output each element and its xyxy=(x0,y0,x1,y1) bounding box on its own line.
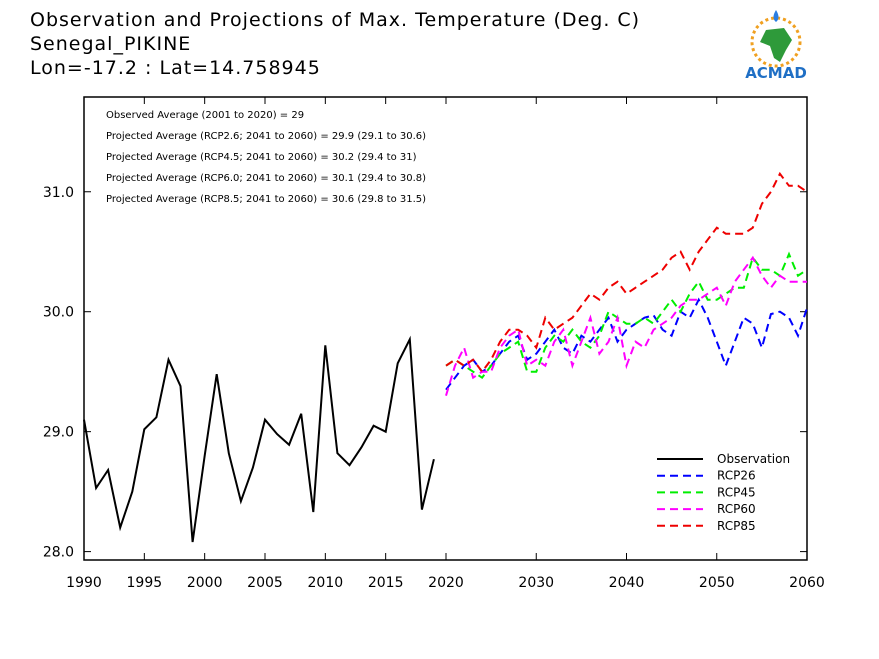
x-tick-label: 2060 xyxy=(789,575,825,591)
x-tick-label: 2000 xyxy=(187,575,223,591)
series-line xyxy=(445,251,808,380)
series-line xyxy=(445,171,808,374)
location: Lon=-17.2 : Lat=14.758945 xyxy=(30,57,321,79)
logo: ACMAD xyxy=(745,10,807,82)
x-tick-label: 2040 xyxy=(609,575,645,591)
logo-ring xyxy=(750,16,802,68)
annotation: Projected Average (RCP6.0; 2041 to 2060)… xyxy=(106,173,426,184)
legend-label: RCP45 xyxy=(717,485,756,499)
logo-drop xyxy=(773,10,779,22)
logo-africa xyxy=(760,28,792,62)
x-tick-label: 1990 xyxy=(66,575,102,591)
y-tick-label: 30.0 xyxy=(43,305,74,321)
chart-title: Observation and Projections of Max. Temp… xyxy=(30,9,640,31)
x-tick-label: 1995 xyxy=(127,575,163,591)
annotation: Projected Average (RCP2.6; 2041 to 2060)… xyxy=(106,131,426,142)
x-tick-label: 2005 xyxy=(247,575,283,591)
chart-subtitle: Senegal_PIKINE xyxy=(30,33,191,55)
legend-label: RCP26 xyxy=(717,469,756,483)
x-tick-label: 2020 xyxy=(428,575,464,591)
x-tick-label: 2015 xyxy=(368,575,404,591)
annotation: Projected Average (RCP8.5; 2041 to 2060)… xyxy=(106,194,426,205)
x-tick-label: 2010 xyxy=(308,575,344,591)
logo-text: ACMAD xyxy=(745,64,807,82)
annotation: Projected Average (RCP4.5; 2041 to 2060)… xyxy=(106,152,417,163)
plot-frame xyxy=(83,96,808,561)
legend-label: RCP60 xyxy=(717,502,756,516)
legend-label: Observation xyxy=(717,452,790,466)
annotation: Observed Average (2001 to 2020) = 29 xyxy=(106,110,304,121)
series-line xyxy=(83,335,435,543)
x-tick-label: 2030 xyxy=(518,575,554,591)
y-tick-label: 28.0 xyxy=(43,545,74,561)
legend-label: RCP85 xyxy=(717,519,756,533)
y-tick-label: 29.0 xyxy=(43,425,74,441)
y-tick-label: 31.0 xyxy=(43,185,74,201)
series-line xyxy=(445,297,808,391)
x-tick-label: 2050 xyxy=(699,575,735,591)
series-line xyxy=(445,255,807,396)
